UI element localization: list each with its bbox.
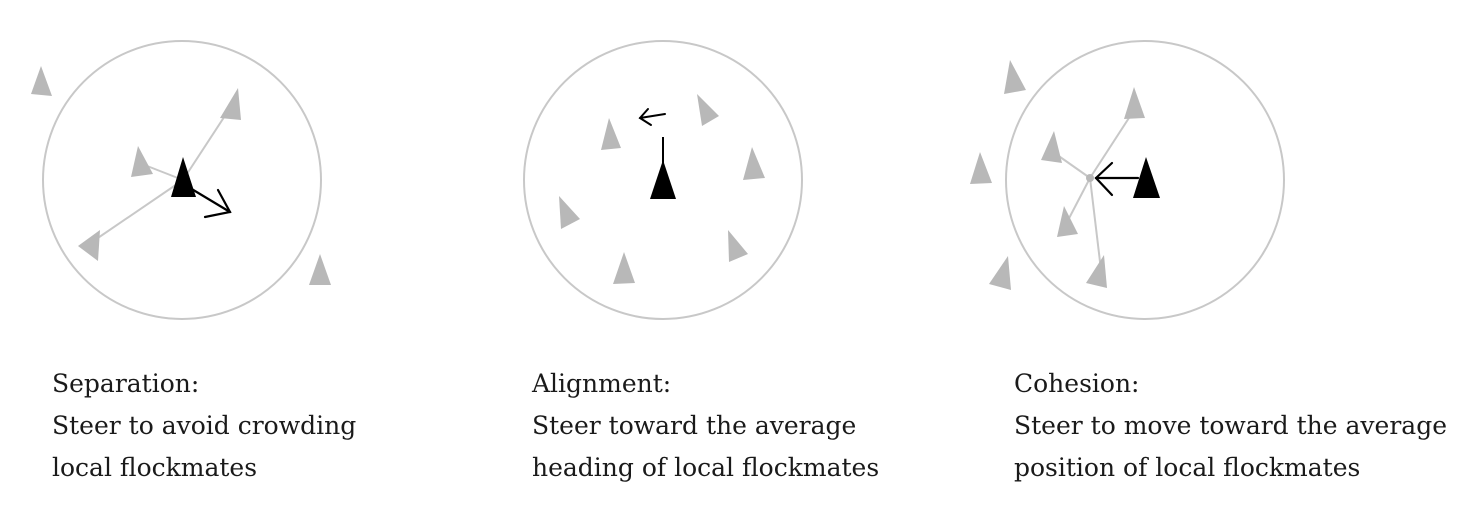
cohesion-steer-arrow-icon <box>1094 161 1140 197</box>
flocking-rules-diagram <box>31 40 1285 320</box>
neighbor-boid-icon <box>970 152 992 184</box>
cohesion-title: Cohesion: <box>1014 369 1140 398</box>
alignment-panel <box>523 40 803 320</box>
focus-boid-icon <box>650 160 676 199</box>
neighborhood-radius-circle <box>42 40 322 320</box>
alignment-description-line1: Steer toward the average <box>532 411 857 440</box>
alignment-steer-arrow-icon <box>638 108 666 126</box>
neighbor-boid-icon <box>743 147 765 180</box>
cohesion-description-line1: Steer to move toward the average <box>1014 411 1447 440</box>
neighbor-boid-icon <box>78 230 100 261</box>
neighbor-boid-icon <box>220 88 241 120</box>
neighborhood-radius-circle <box>523 40 803 320</box>
neighbor-boid-icon <box>989 256 1011 290</box>
neighbor-boid-icon <box>559 196 580 229</box>
separation-panel <box>31 40 331 320</box>
alignment-caption: Alignment: Steer toward the average head… <box>532 363 879 489</box>
neighborhood-radius-circle <box>1005 40 1285 320</box>
separation-description-line1: Steer to avoid crowding <box>52 411 357 440</box>
separation-steer-arrow-icon <box>188 186 232 219</box>
neighbor-boid-icon <box>1086 255 1107 288</box>
neighbor-boid-icon <box>601 118 621 150</box>
neighbor-boid-icon <box>309 254 331 285</box>
neighbor-link-line <box>91 179 184 243</box>
neighbor-boid-icon <box>1004 60 1026 94</box>
center-of-mass-dot <box>1086 174 1094 182</box>
neighbor-boid-icon <box>1041 131 1062 163</box>
neighbor-boid-icon <box>1057 206 1078 237</box>
separation-title: Separation: <box>52 369 200 398</box>
neighbor-link-line <box>1089 177 1102 271</box>
cohesion-panel <box>970 40 1285 320</box>
neighbor-boid-icon <box>1124 87 1145 119</box>
focus-boid-icon <box>1133 157 1160 198</box>
separation-caption: Separation: Steer to avoid crowding loca… <box>52 363 356 489</box>
cohesion-description-line2: position of local flockmates <box>1014 453 1361 482</box>
neighbor-boid-icon <box>613 252 635 284</box>
alignment-description-line2: heading of local flockmates <box>532 453 880 482</box>
separation-description-line2: local flockmates <box>52 453 258 482</box>
cohesion-caption: Cohesion: Steer to move toward the avera… <box>1014 363 1447 489</box>
neighbor-boid-icon <box>728 230 748 262</box>
neighbor-boid-icon <box>697 94 719 126</box>
alignment-title: Alignment: <box>532 369 672 398</box>
neighbor-boid-icon <box>31 66 52 96</box>
neighbor-boid-icon <box>131 146 153 177</box>
